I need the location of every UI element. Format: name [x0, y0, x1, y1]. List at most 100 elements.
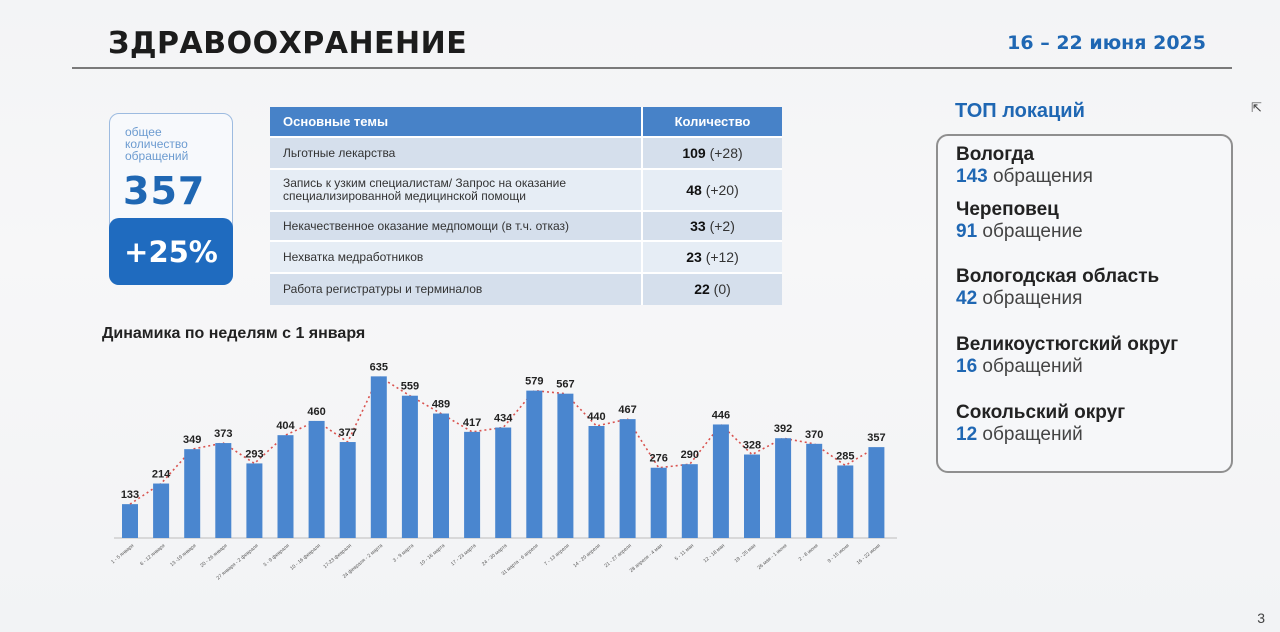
x-tick-label: 1 - 5 января	[110, 543, 135, 566]
top-locations-box: Вологда 143 обращения Череповец 91 обращ…	[936, 134, 1233, 473]
row-theme: Нехватка медработников	[270, 240, 642, 273]
bar	[806, 443, 823, 538]
row-count: 48 (+20)	[641, 168, 782, 211]
data-label: 579	[525, 376, 543, 388]
x-tick-label: 14 - 20 апреля	[572, 543, 602, 569]
x-tick-label: 21 - 27 апреля	[603, 543, 633, 569]
top-locations-title: ТОП локаций	[955, 100, 1085, 122]
total-caption: общее количество обращений	[125, 125, 189, 163]
location-count-value: 143	[956, 166, 988, 187]
bar	[153, 483, 170, 538]
location-item: Великоустюгский округ 16 обращений	[956, 334, 1178, 378]
bar	[215, 443, 232, 538]
count-delta: (+2)	[709, 217, 735, 234]
x-tick-label: 19 - 25 мая	[734, 543, 758, 564]
chart-title: Динамика по неделям с 1 января	[102, 325, 366, 342]
location-item: Вологодская область 42 обращения	[956, 266, 1159, 310]
row-count: 23 (+12)	[641, 240, 782, 273]
data-label: 290	[681, 449, 699, 461]
location-count-unit: обращений	[982, 424, 1083, 445]
data-label: 392	[774, 423, 792, 435]
count-value: 33	[690, 217, 706, 234]
mouse-cursor-icon: ⇱	[1251, 100, 1262, 115]
row-theme: Льготные лекарства	[270, 136, 642, 169]
location-count-unit: обращения	[992, 166, 1093, 187]
data-label: 417	[463, 417, 481, 429]
location-item: Сокольский округ 12 обращений	[956, 402, 1125, 446]
location-item: Череповец 91 обращение	[956, 199, 1083, 243]
location-name: Великоустюгский округ	[956, 334, 1179, 355]
x-tick-label: 17-23 февраля	[322, 543, 353, 570]
x-tick-label: 3 - 9 марта	[392, 543, 415, 564]
data-label: 349	[183, 434, 201, 446]
bar	[246, 463, 263, 538]
row-theme: Работа регистратуры и терминалов	[270, 272, 642, 305]
bar	[557, 393, 574, 538]
column-header-count: Количество	[641, 107, 782, 137]
location-count-value: 16	[956, 356, 978, 377]
bar	[588, 426, 605, 538]
row-theme: Запись к узким специалистам/ Запрос на о…	[270, 168, 642, 211]
count-value: 109	[682, 144, 706, 161]
data-label: 434	[494, 413, 513, 425]
total-value: 357	[123, 169, 206, 213]
count-delta: (+20)	[705, 181, 739, 198]
bar	[122, 504, 138, 538]
data-label: 276	[650, 453, 668, 465]
row-count: 33 (+2)	[641, 210, 782, 241]
column-header-theme: Основные темы	[270, 107, 642, 137]
data-label: 293	[245, 448, 263, 460]
x-tick-label: 7 - 13 апреля	[543, 543, 571, 568]
data-label: 377	[339, 427, 357, 439]
table-row: Нехватка медработников 23 (+12)	[270, 240, 782, 273]
location-count-value: 91	[956, 221, 978, 242]
data-label: 446	[712, 409, 730, 421]
bar	[868, 447, 885, 538]
data-label: 285	[836, 450, 854, 462]
table-header-row: Основные темы Количество	[270, 107, 782, 137]
data-label: 460	[307, 406, 325, 418]
header-divider	[72, 67, 1232, 69]
topics-table: Основные темы Количество Льготные лекарс…	[270, 107, 782, 305]
bar	[775, 438, 792, 538]
location-count-value: 42	[956, 288, 978, 309]
x-tick-label: 9 - 15 июня	[827, 543, 851, 565]
data-label: 567	[556, 379, 574, 391]
bar	[526, 390, 543, 538]
data-label: 489	[432, 399, 450, 411]
location-name: Вологда	[956, 144, 1035, 165]
location-item: Вологда 143 обращения	[956, 144, 1093, 188]
x-tick-label: 3 - 9 февраля	[262, 543, 291, 568]
date-range: 16 – 22 июня 2025	[1007, 32, 1206, 54]
location-name: Вологодская область	[956, 266, 1160, 287]
bar	[464, 431, 481, 538]
data-label: 373	[214, 428, 232, 440]
count-delta: (+12)	[705, 248, 739, 265]
x-tick-label: 16 - 22 июня	[856, 543, 882, 566]
location-name: Сокольский округ	[956, 402, 1126, 423]
page-number: 3	[1257, 610, 1265, 626]
x-tick-label: 17 - 23 марта	[450, 543, 478, 568]
count-delta: (0)	[713, 281, 731, 297]
bar	[339, 442, 356, 538]
data-label: 328	[743, 440, 761, 452]
bar	[277, 435, 294, 538]
location-count: 143 обращения	[956, 166, 1093, 188]
bar	[712, 424, 729, 538]
location-count: 12 обращений	[956, 424, 1125, 446]
data-label: 133	[121, 489, 139, 501]
x-tick-label: 26 мая - 1 июня	[757, 543, 789, 571]
page-title: ЗДРАВООХРАНЕНИЕ	[108, 26, 468, 61]
bar	[681, 464, 698, 538]
table-row: Запись к узким специалистам/ Запрос на о…	[270, 168, 782, 211]
location-count-value: 12	[956, 424, 978, 445]
data-label: 370	[805, 429, 823, 441]
x-tick-label: 28 апреля - 4 мая	[629, 543, 664, 574]
total-requests-card: общее количество обращений 357 +25%	[109, 113, 233, 285]
x-tick-label: 6 - 12 января	[139, 543, 166, 567]
location-count: 16 обращений	[956, 356, 1178, 378]
bar	[184, 449, 201, 538]
total-change-badge: +25%	[109, 218, 233, 285]
bar	[744, 454, 760, 538]
x-tick-label: 5 - 11 мая	[674, 543, 695, 562]
